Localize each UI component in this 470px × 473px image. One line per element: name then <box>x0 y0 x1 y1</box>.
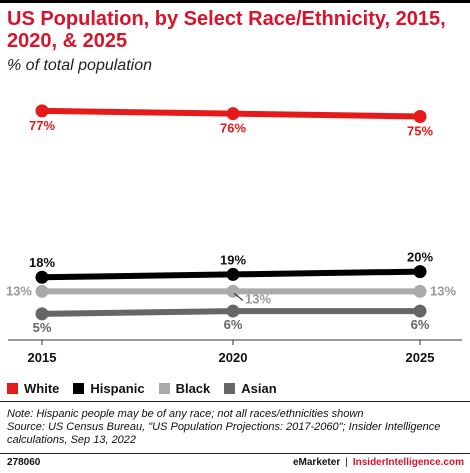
legend-item-black: Black <box>158 380 211 396</box>
x-tick-label: 2020 <box>219 350 248 365</box>
data-point-asian <box>35 307 49 321</box>
legend-item-hispanic: Hispanic <box>73 380 145 396</box>
data-point-white <box>413 110 427 123</box>
note-text: Note: Hispanic people may be of any race… <box>7 408 364 420</box>
label-leader-line <box>233 292 244 301</box>
footer-divider <box>0 453 470 454</box>
data-point-asian <box>413 304 427 318</box>
line-chart: 2015 2020 2025 77% 76% 75% 18% 19% 20% 13% 13% 13%… <box>6 104 462 365</box>
legend-item-white: White <box>7 381 59 396</box>
data-point-hispanic <box>413 265 427 279</box>
data-point-asian <box>226 304 240 318</box>
data-label-white: 77% <box>29 118 55 133</box>
source-text: Source: US Census Bureau, "US Population… <box>7 421 441 446</box>
data-label-asian: 6% <box>224 317 243 332</box>
data-label-asian: 5% <box>33 320 52 335</box>
legend-swatch <box>7 382 18 394</box>
legend-label: White <box>24 380 60 396</box>
legend: White Hispanic Black Asian <box>7 379 291 397</box>
chart-title: US Population, by Select Race/Ethnicity,… <box>7 8 446 52</box>
data-point-white <box>226 107 240 121</box>
brand-insider-intelligence: InsiderIntelligence.com <box>352 457 464 468</box>
data-point-white <box>35 104 49 118</box>
divider <box>0 401 470 402</box>
x-tick-label: 2025 <box>406 350 435 365</box>
legend-label: Hispanic <box>90 380 145 396</box>
data-label-hispanic: 18% <box>29 255 55 270</box>
data-point-black <box>35 284 49 298</box>
legend-swatch <box>158 382 170 394</box>
data-label-black: 13% <box>430 283 456 298</box>
footer: 278060 eMarketer | InsiderIntelligence.com <box>0 457 470 471</box>
legend-swatch <box>73 382 85 394</box>
notes: Note: Hispanic people may be of any race… <box>7 408 462 447</box>
data-label-white: 75% <box>407 124 433 139</box>
data-label-asian: 6% <box>411 317 430 332</box>
legend-swatch <box>224 382 236 394</box>
legend-label: Asian <box>241 380 277 396</box>
data-label-hispanic: 20% <box>407 250 433 265</box>
brand-emarketer: eMarketer <box>292 457 341 468</box>
top-rule <box>0 0 470 3</box>
data-point-hispanic <box>35 270 49 284</box>
data-label-hispanic: 19% <box>220 252 246 267</box>
data-label-black: 13% <box>245 291 271 306</box>
data-point-black <box>413 284 427 298</box>
legend-label: Black <box>175 380 211 396</box>
brand-separator: | <box>345 457 348 468</box>
chart-subtitle: % of total population <box>7 57 152 74</box>
brand: eMarketer | InsiderIntelligence.com <box>293 457 464 468</box>
chart-id: 278060 <box>7 457 41 468</box>
legend-item-asian: Asian <box>224 380 277 396</box>
data-label-white: 76% <box>220 121 246 136</box>
data-point-hispanic <box>226 267 240 281</box>
x-tick-label: 2015 <box>28 350 57 365</box>
data-label-black: 13% <box>6 283 32 298</box>
